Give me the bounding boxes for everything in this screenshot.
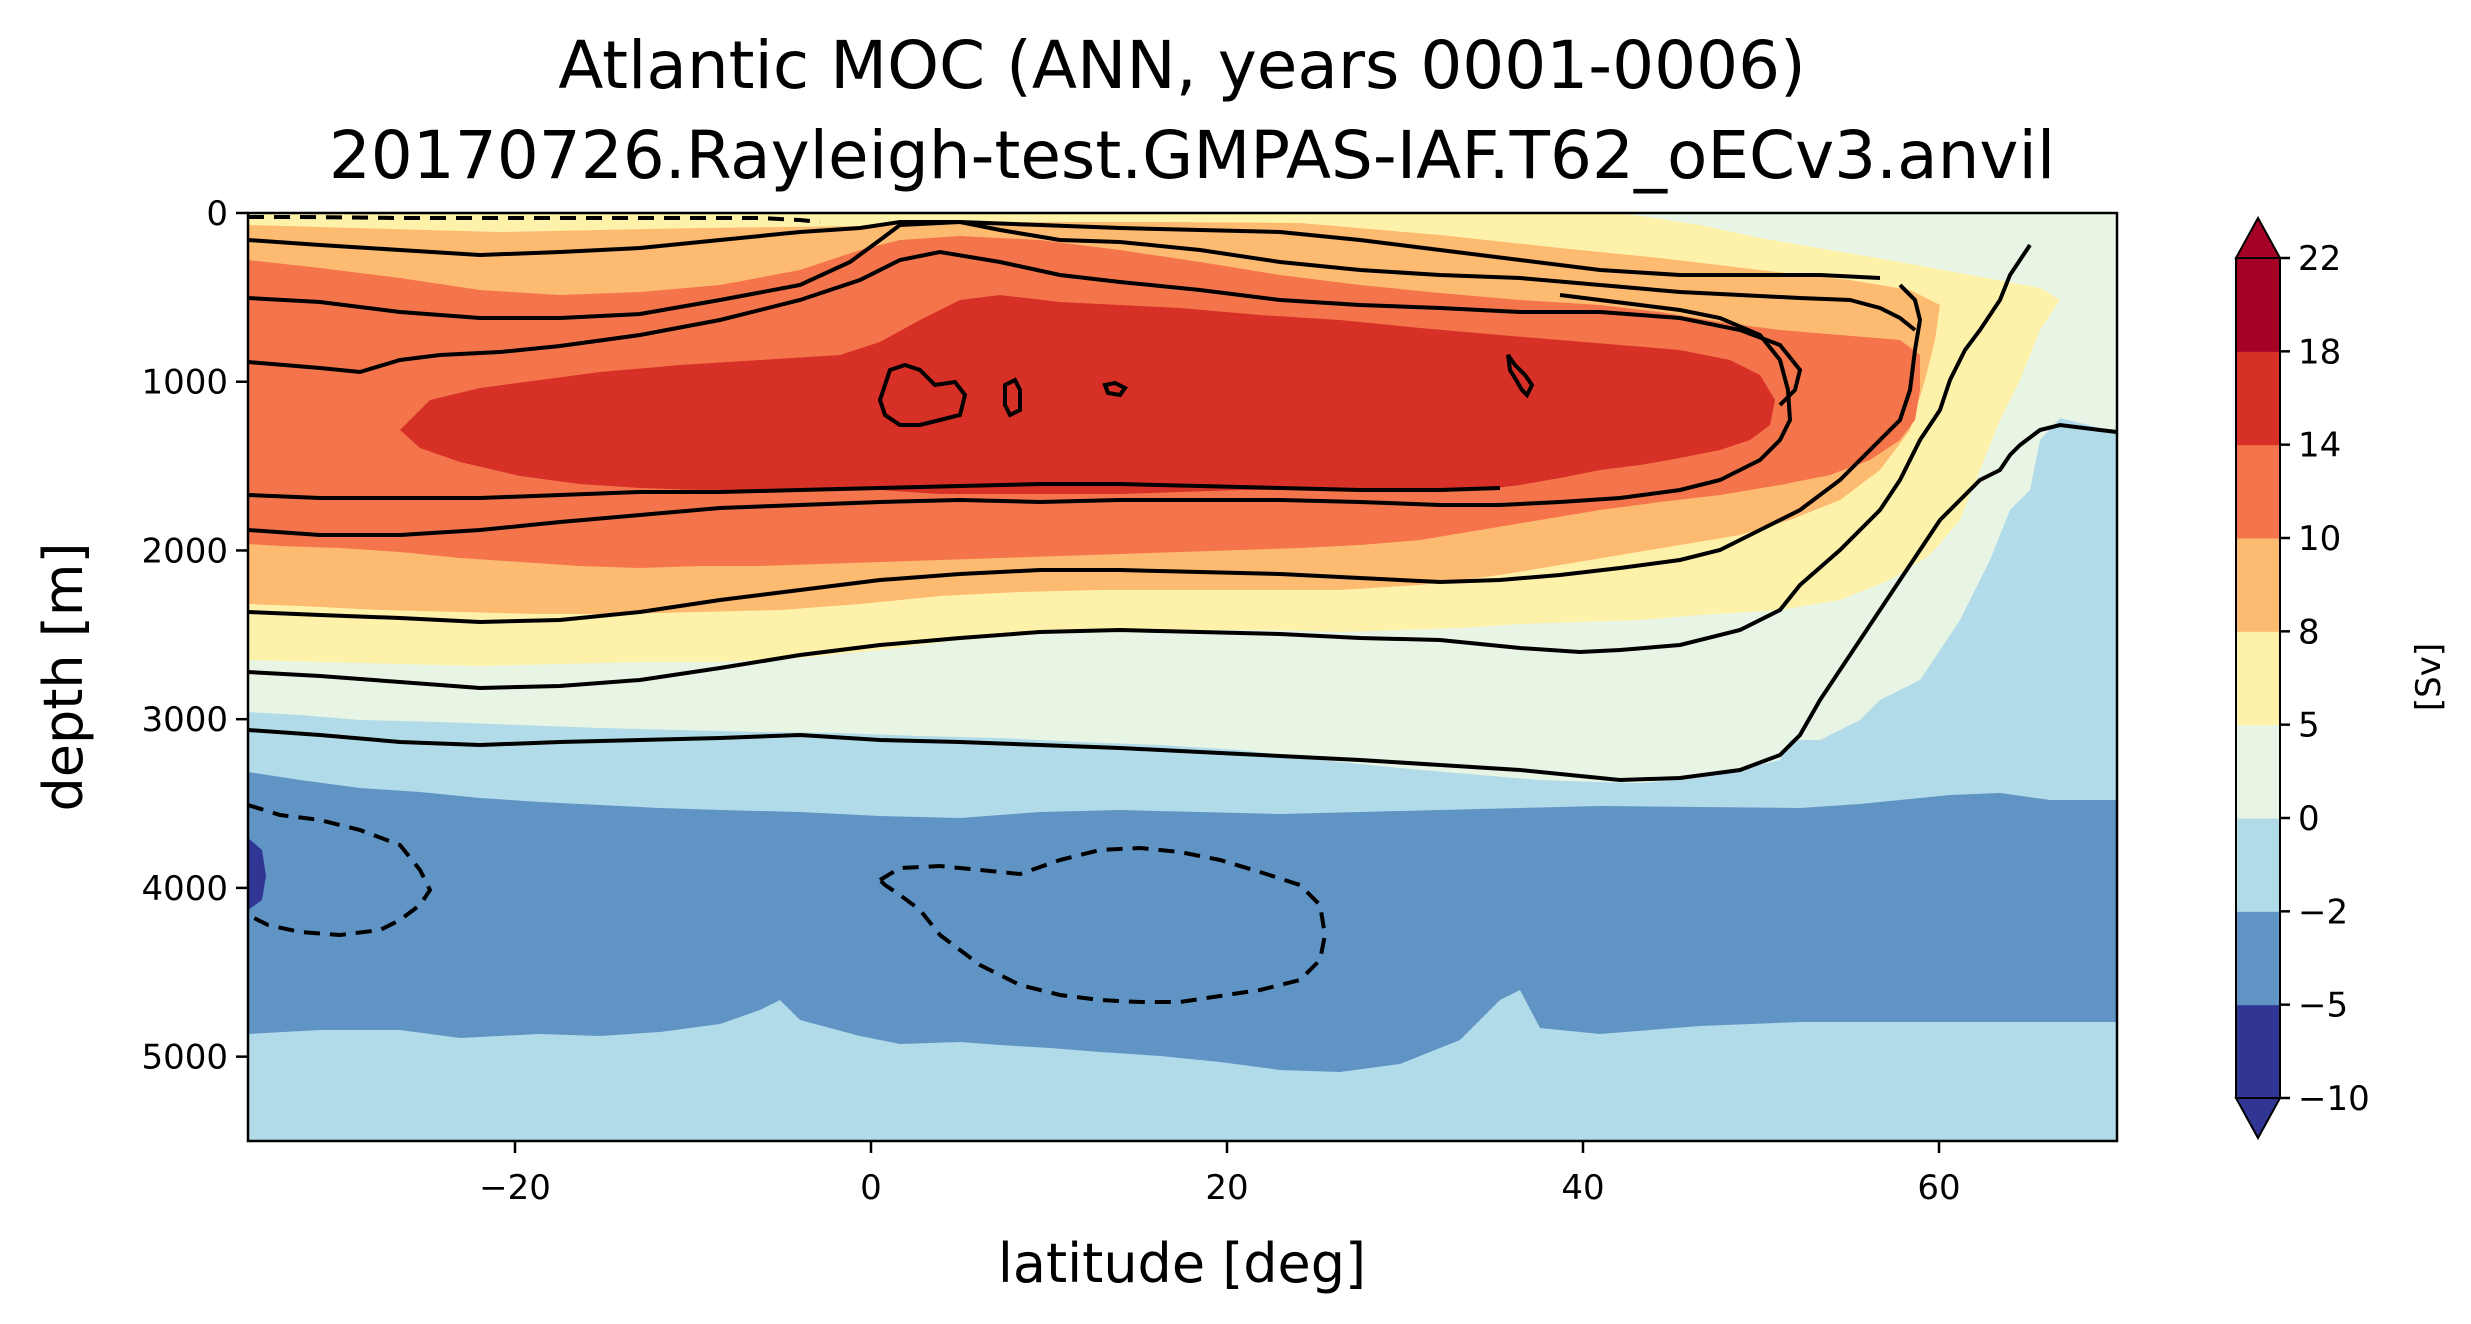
colorbar-tick-label: 22 [2298,239,2341,279]
colorbar-tick-label: 5 [2298,706,2320,746]
contour-line-8 [248,482,1501,500]
contour-line-0 [248,422,2117,783]
colorbar-segment [2236,538,2280,632]
y-tick-label: 4000 [141,869,228,909]
contour-line-18-b [1003,377,1022,418]
contour-lines-negative [248,215,1328,1004]
colorbar-segment [2236,911,2280,1006]
colorbar-extend-under [2234,1097,2282,1141]
contour-line-neg-mid [876,845,1328,1004]
colorbar-tick-label: −5 [2298,986,2348,1026]
x-tick-label: 0 [860,1168,882,1208]
x-tick-label: 40 [1561,1168,1604,1208]
contour-line-4 [248,283,1923,625]
contour-line-neg-topleft [248,215,821,224]
contour-line-18 [877,362,968,427]
y-axis-label: depth [m] [32,542,95,811]
colorbar-segment [2236,631,2280,726]
colorbar-segment [2236,1004,2280,1099]
y-tick-label: 1000 [141,363,228,403]
contour-line-12 [248,219,1917,332]
contour-line-neg-left [248,803,433,938]
contour-fill-neg2 [248,772,2117,1072]
contour-line-18-d [1506,353,1535,399]
colorbar-segment [2236,818,2280,912]
colorbar-tick-label: 14 [2298,426,2341,466]
colorbar-tick-label: −10 [2298,1079,2370,1119]
chart-title-line2: 20170726.Rayleigh-test.GMPAS-IAF.T62_oEC… [329,117,2055,194]
x-axis-label: latitude [deg] [998,1232,1366,1295]
colorbar-segment [2236,258,2280,352]
contour-line-14 [248,220,1881,280]
colorbar-tick-label: 10 [2298,519,2341,559]
colorbar-tick-label: 18 [2298,332,2341,372]
colorbar-tick-label: −2 [2298,892,2348,932]
x-tick-label: 20 [1205,1168,1248,1208]
plot-frame [246,211,2119,1143]
colorbar: −10 −5 −2 0 5 8 10 14 18 22 [2234,215,2370,1141]
colorbar-tick-label: 8 [2298,612,2320,652]
plot-area [248,213,2117,1141]
contour-fill-neg2-northdip [1500,830,1900,950]
colorbar-segment [2236,724,2280,819]
contour-fill-neg5 [248,838,266,910]
colorbar-tick-label: 0 [2298,799,2320,839]
colorbar-segment [2236,351,2280,446]
y-tick-label: 0 [206,194,228,234]
x-axis: −20 0 20 40 60 [479,1141,1961,1208]
contour-lines-positive [248,219,2117,783]
y-tick-label: 3000 [141,700,228,740]
x-tick-label: 60 [1917,1168,1960,1208]
chart-title-line1: Atlantic MOC (ANN, years 0001-0006) [558,27,1806,104]
contour-fill-14 [400,295,1775,494]
y-axis: 0 1000 2000 3000 4000 5000 [141,194,248,1078]
x-tick-label: −20 [479,1168,551,1208]
y-tick-label: 5000 [141,1038,228,1078]
contour-line-2 [248,243,2032,691]
y-tick-label: 2000 [141,531,228,571]
colorbar-extend-over [2234,215,2282,259]
colorbar-label: [Sv] [2409,643,2449,711]
contour-line-18-c [1102,380,1128,398]
colorbar-frame [2235,257,2281,1099]
contour-line-10 [248,249,1803,407]
colorbar-segment [2236,444,2280,539]
